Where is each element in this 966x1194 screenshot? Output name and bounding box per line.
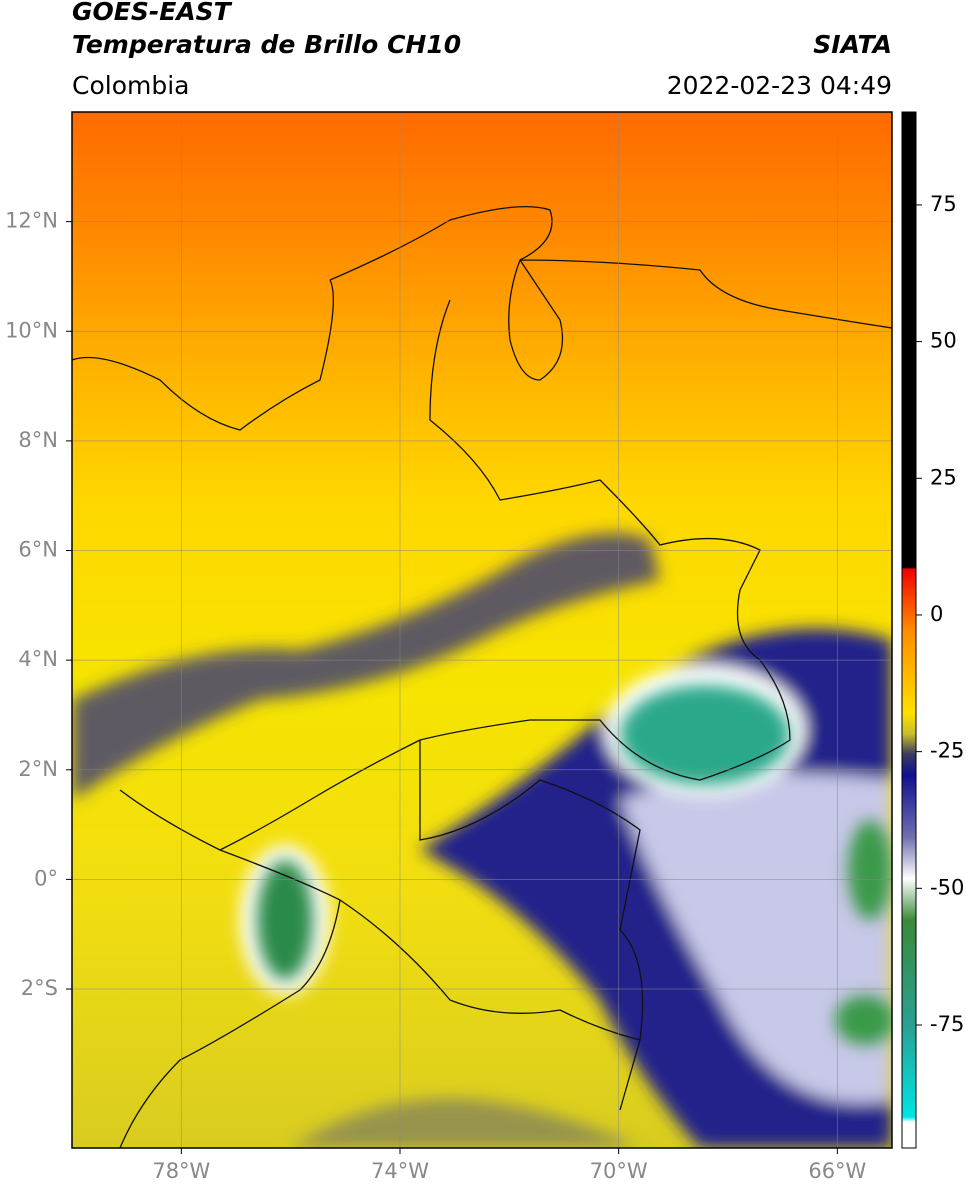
colorbar-tick-label: 75 [930,192,957,216]
lon-tick-label: 78°W [152,1159,210,1183]
satellite-image [72,112,892,1148]
colorbar-tick-label: 0 [930,602,943,626]
lat-tick-label: 6°N [18,538,58,562]
lat-tick-label: 10°N [5,318,58,342]
colorbar-tick-label: -25 [930,739,964,763]
lat-tick-label: 4°N [18,647,58,671]
lon-tick-label: 66°W [808,1159,866,1183]
lat-tick-label: 0° [34,866,58,890]
lat-tick-label: 12°N [5,209,58,233]
region: Colombia [72,71,189,100]
colorbar-tick-label: 25 [930,465,957,489]
colorbar [901,111,917,1149]
timestamp: 2022-02-23 04:49 [667,71,892,100]
colorbar-tick-label: 50 [930,329,957,353]
lon-tick-label: 74°W [371,1159,429,1183]
lat-tick-label: 2°N [18,757,58,781]
source: SIATA [813,30,892,59]
map-frame [71,111,893,1149]
lon-tick-label: 70°W [590,1159,648,1183]
lat-tick-label: 8°N [18,428,58,452]
grid [72,112,892,1148]
lat-tick-label: 2°S [21,976,58,1000]
colorbar-tick-label: -50 [930,875,964,899]
title: GOES-EAST [72,0,233,26]
colorbar-tick-label: -75 [930,1012,964,1036]
subtitle: Temperatura de Brillo CH10 [72,30,461,59]
